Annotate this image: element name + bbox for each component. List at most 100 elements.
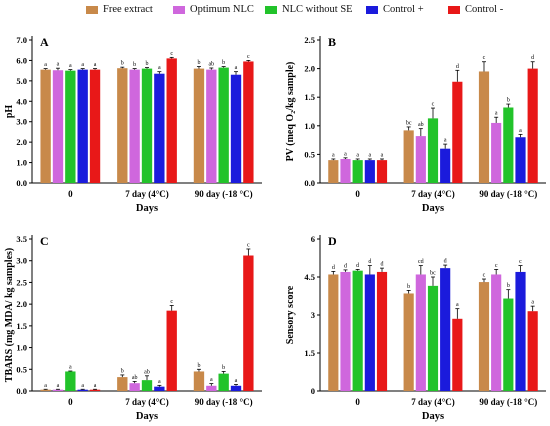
panel-c-significance-letter: b (121, 368, 124, 374)
panel-d-significance-letter: b (507, 283, 510, 289)
panel-a-y-tick-label: 1.0 (16, 158, 27, 168)
panel-b-y-tick-label: 0.0 (304, 178, 315, 188)
panel-d-significance-letter: c (483, 273, 486, 279)
panel-a-bar-control-1 (166, 58, 177, 184)
panel-a-bar-free-extract-1 (117, 68, 128, 183)
panel-a-y-tick-label: 2.0 (16, 137, 27, 147)
legend-label-optimum-nlc: Optimum NLC (190, 4, 254, 15)
legend-label-control-minus: Control - (465, 4, 504, 15)
panel-c-bar-optimum-nlc-1 (129, 383, 140, 391)
panel-b-x-tick-label-2: 90 day (-18 °C) (479, 189, 537, 199)
legend-item-control-minus: Control - (448, 4, 503, 15)
panel-d-x-axis-label: Days (422, 411, 444, 422)
panel-b-y-tick-label: 2.5 (304, 35, 315, 45)
panel-b-bar-control-2 (515, 137, 526, 183)
panel-d-significance-letter: d (332, 265, 335, 271)
panel-b-bar-optimum-nlc-0 (340, 158, 351, 183)
panel-c-y-tick-label: 3.5 (16, 234, 27, 244)
panel-b-significance-letter: a (332, 152, 335, 158)
panel-d-bar-control-0 (364, 274, 375, 391)
panel-a-bar-optimum-nlc-0 (52, 70, 64, 183)
panel-c-y-tick-label: 2.0 (16, 299, 27, 309)
panel-d-bar-free-extract-1 (403, 293, 414, 391)
panel-c-y-tick-label: 1.5 (16, 321, 27, 331)
panel-a-bar-control-2 (243, 61, 254, 184)
panel-a-bar-control-0 (77, 69, 88, 183)
panel-b-bar-control-0 (376, 160, 388, 183)
panel-c-significance-letter: a (81, 383, 84, 389)
panel-a-x-axis-label: Days (136, 203, 158, 214)
panel-d-bar-free-extract-0 (328, 274, 339, 391)
panel-c-significance-letter: a (57, 383, 60, 389)
legend-label-free-extract: Free extract (103, 4, 153, 15)
panel-c-significance-letter: b (197, 363, 200, 369)
panel-b-significance-letter: d (456, 64, 459, 70)
panel-b-y-axis-label: PV (meq O₂/kg sample) (285, 62, 296, 162)
panel-a-significance-letter: b (121, 61, 124, 67)
panel-b: B 0.0 0.5 1.0 1.5 2.0 2.5 PV (meq O₂/kg sample)… (285, 35, 546, 214)
legend: Free extract Optimum NLC NLC without SE … (0, 0, 550, 22)
panel-c-bar-free-extract-2 (193, 371, 205, 391)
panel-c-bar-nlc-without-se-0 (65, 371, 76, 391)
panel-c-bar-control-1 (166, 310, 177, 391)
panel-d-significance-letter: d (444, 259, 447, 265)
panel-c-y-tick-label: 3.0 (16, 256, 27, 266)
panel-d-significance-letter: a (456, 302, 459, 308)
panel-c-bar-control-2 (243, 255, 254, 391)
panel-c-x-tick-label-2: 90 day (-18 °C) (195, 397, 253, 407)
panel-d-bar-control-2 (515, 271, 526, 391)
panel-a-significance-letter: a (235, 65, 238, 71)
panel-a-significance-letter: a (158, 65, 161, 71)
panel-b-significance-letter: d (531, 55, 534, 61)
panel-a-significance-letter: a (81, 62, 84, 68)
panel-d-bar-nlc-without-se-2 (503, 298, 514, 391)
panel-b-bar-control-0 (364, 160, 375, 183)
panel-c-bar-free-extract-0 (40, 389, 51, 391)
panel-d-significance-letter: b (407, 284, 410, 290)
panel-c-bar-control-1 (154, 386, 165, 391)
panel-b-bar-optimum-nlc-2 (491, 122, 502, 183)
panel-a-bar-nlc-without-se-0 (65, 70, 76, 183)
panel-d-significance-letter: d (381, 262, 384, 268)
panel-d-significance-letter: bc (430, 271, 436, 277)
panel-d-y-tick-label: 3 (311, 310, 315, 320)
legend-swatch-nlc-without-se (265, 5, 277, 14)
panel-d-y-tick-label: 0 (311, 386, 315, 396)
panel-d-bar-control-1 (440, 268, 451, 391)
panel-b-bar-free-extract-2 (478, 71, 490, 183)
panel-a-significance-letter: a (44, 62, 47, 68)
panel-d-letter: D (328, 234, 337, 248)
panel-d-bar-nlc-without-se-1 (427, 285, 439, 391)
panel-c-bar-nlc-without-se-2 (218, 373, 229, 391)
panel-c-significance-letter: ab (132, 375, 138, 381)
panel-c-significance-letter: c (170, 299, 173, 305)
panel-a-y-tick-label: 4.0 (16, 96, 27, 106)
panel-b-bar-free-extract-1 (403, 130, 414, 183)
panel-d-y-tick-label: 4.5 (304, 272, 315, 282)
panel-d-significance-letter: c (519, 259, 522, 265)
panel-c-significance-letter: a (158, 379, 161, 385)
panel-b-significance-letter: a (444, 138, 447, 144)
panel-d-bar-control-0 (376, 271, 388, 391)
legend-item-nlc-without-se: NLC without SE (265, 4, 353, 15)
panel-b-bar-control-1 (440, 148, 451, 183)
panel-b-significance-letter: a (381, 152, 384, 158)
panel-c-bar-free-extract-1 (117, 377, 128, 391)
panel-b-significance-letter: c (483, 55, 486, 61)
panel-a-significance-letter: b (133, 62, 136, 68)
panel-d-significance-letter: d (344, 263, 347, 269)
panel-d-x-tick-label-0: 0 (355, 397, 360, 407)
panel-b-significance-letter: c (432, 102, 435, 108)
panel-b-bar-nlc-without-se-1 (427, 118, 439, 183)
panel-c-x-tick-label-0: 0 (68, 397, 73, 407)
panel-a-bar-nlc-without-se-1 (141, 68, 153, 183)
panel-c-x-axis-label: Days (136, 411, 158, 422)
panel-c-y-tick-label: 0.0 (16, 386, 27, 396)
panel-a-bar-control-0 (89, 69, 101, 183)
panel-d-bar-free-extract-2 (478, 282, 490, 391)
panel-a-significance-letter: ab (208, 61, 214, 67)
panel-a-letter: A (40, 35, 49, 49)
panel-a-significance-letter: a (69, 63, 72, 69)
panel-c-bar-optimum-nlc-2 (206, 385, 217, 391)
